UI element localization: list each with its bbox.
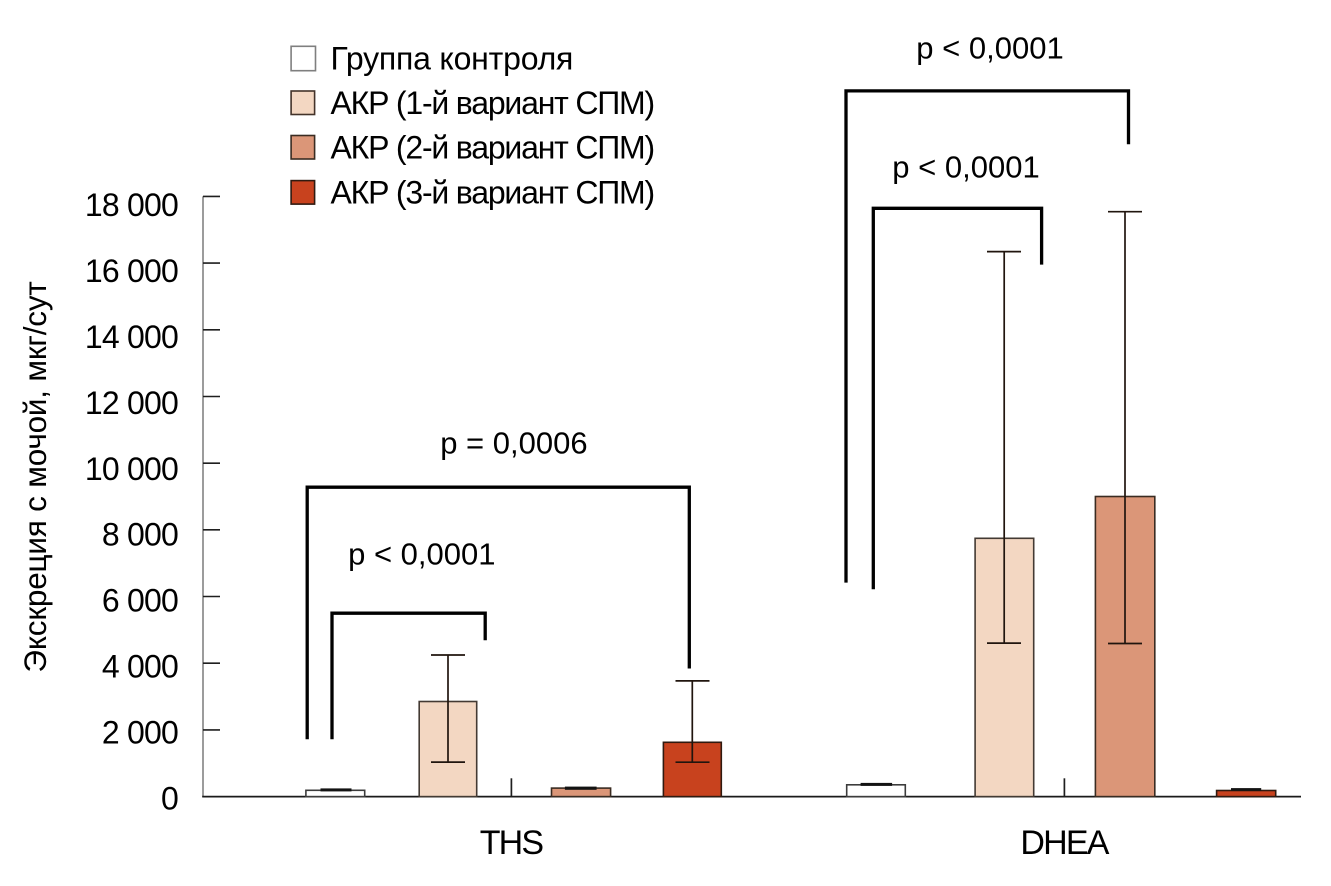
svg-text:АКР (1-й вариант СПМ): АКР (1-й вариант СПМ) — [331, 85, 654, 121]
svg-text:12 000: 12 000 — [85, 385, 178, 421]
svg-text:14 000: 14 000 — [85, 319, 178, 355]
svg-text:16 000: 16 000 — [85, 253, 178, 289]
svg-text:THS: THS — [480, 824, 544, 862]
svg-text:АКР (2-й вариант СПМ): АКР (2-й вариант СПМ) — [331, 129, 654, 165]
svg-text:DHEA: DHEA — [1020, 824, 1109, 862]
svg-text:0: 0 — [161, 780, 178, 816]
svg-text:Группа контроля: Группа контроля — [331, 41, 574, 77]
svg-text:p < 0,0001: p < 0,0001 — [348, 537, 495, 572]
svg-text:p < 0,0001: p < 0,0001 — [892, 150, 1039, 185]
svg-text:18 000: 18 000 — [85, 187, 178, 223]
svg-text:p = 0,0006: p = 0,0006 — [440, 426, 587, 461]
svg-text:АКР (3-й вариант СПМ): АКР (3-й вариант СПМ) — [331, 174, 654, 210]
svg-text:Экскреция с мочой, мкг/сут: Экскреция с мочой, мкг/сут — [17, 281, 53, 672]
svg-text:p < 0,0001: p < 0,0001 — [916, 31, 1063, 66]
svg-text:10 000: 10 000 — [85, 451, 178, 487]
svg-text:2 000: 2 000 — [102, 714, 178, 750]
svg-text:6 000: 6 000 — [102, 583, 178, 619]
svg-text:8 000: 8 000 — [102, 517, 178, 553]
svg-text:4 000: 4 000 — [102, 649, 178, 685]
